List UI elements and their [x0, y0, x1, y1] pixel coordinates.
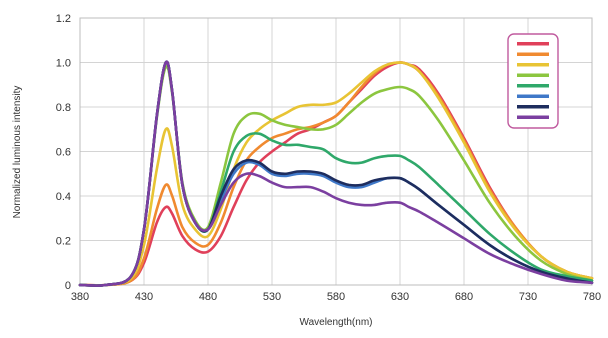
- legend-swatch-1: [517, 42, 549, 46]
- legend-swatch-2: [517, 52, 549, 56]
- x-tick-label: 780: [583, 291, 601, 303]
- legend-swatch-6: [517, 94, 549, 98]
- x-tick-label: 480: [199, 291, 217, 303]
- x-tick-label: 530: [263, 291, 281, 303]
- plot-frame: [79, 17, 593, 286]
- legend-swatch-4: [517, 73, 549, 77]
- y-tick-label: 0.4: [56, 191, 71, 203]
- series-line-4: [78, 64, 594, 287]
- y-axis-title: Normalized luminous intensity: [12, 86, 23, 219]
- x-tick-label: 730: [519, 291, 537, 303]
- y-tick-labels: 0 0.2 0.4 0.6 0.8 1.0 1.2: [56, 13, 71, 292]
- y-tick-label: 0.2: [56, 236, 71, 248]
- x-tick-labels: 380 430 480 530 580 630 680 730 780: [71, 291, 601, 303]
- legend-swatch-3: [517, 63, 549, 67]
- x-axis-title: Wavelength(nm): [300, 317, 373, 328]
- y-tick-label: 1.2: [56, 13, 71, 25]
- x-tick-label: 680: [455, 291, 473, 303]
- y-tick-label: 0.8: [56, 102, 71, 114]
- x-tick-label: 630: [391, 291, 409, 303]
- legend-box: [507, 33, 559, 129]
- legend-swatch-8: [517, 115, 549, 119]
- y-tick-label: 0.6: [56, 147, 71, 159]
- legend: [507, 33, 559, 129]
- legend-swatch-7: [517, 105, 549, 109]
- series-lines: [78, 60, 594, 287]
- series-line-3: [78, 61, 594, 287]
- legend-swatch-5: [517, 84, 549, 88]
- series-line-8: [78, 60, 594, 287]
- y-tick-label: 1.0: [56, 58, 71, 70]
- x-tick-label: 580: [327, 291, 345, 303]
- x-tick-label: 430: [135, 291, 153, 303]
- y-tick-label: 0: [65, 280, 71, 292]
- x-tick-label: 380: [71, 291, 89, 303]
